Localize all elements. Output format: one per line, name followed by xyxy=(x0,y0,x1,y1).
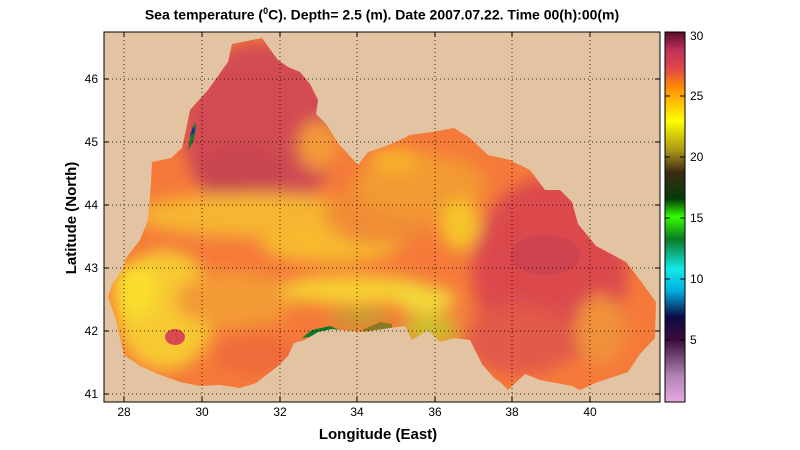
y-tick-label: 44 xyxy=(85,198,99,212)
y-tick-label: 45 xyxy=(85,135,99,149)
colorbar-gradient xyxy=(664,31,686,403)
y-tick-labels: 41 42 43 44 45 46 xyxy=(85,72,99,401)
colorbar-tick-labels: 5 10 15 20 25 30 xyxy=(690,29,704,347)
colorbar-tick-label: 5 xyxy=(690,333,697,347)
colorbar-tick-label: 15 xyxy=(690,211,704,225)
x-axis-label: Longitude (East) xyxy=(319,426,437,443)
colorbar: 5 10 15 20 25 30 xyxy=(664,29,704,403)
y-tick-label: 41 xyxy=(85,387,99,401)
map-gridlines xyxy=(104,32,660,402)
x-tick-label: 36 xyxy=(428,405,442,419)
y-axis-label: Latitude (North) xyxy=(63,162,80,274)
map-title: Sea temperature (0C). Depth= 2.5 (m). Da… xyxy=(144,6,620,23)
map-tick-marks xyxy=(104,32,660,402)
x-tick-label: 34 xyxy=(350,405,364,419)
colorbar-tick-label: 10 xyxy=(690,272,704,286)
x-tick-label: 32 xyxy=(273,405,287,419)
x-tick-label: 40 xyxy=(583,405,597,419)
colorbar-tick-label: 20 xyxy=(690,150,704,164)
x-tick-label: 30 xyxy=(195,405,209,419)
map-plot-area: 28 30 32 34 36 38 40 41 42 43 44 45 46 L… xyxy=(63,31,661,443)
y-tick-label: 42 xyxy=(85,324,99,338)
x-tick-label: 38 xyxy=(505,405,519,419)
y-tick-label: 43 xyxy=(85,261,99,275)
colorbar-tick-label: 30 xyxy=(690,29,704,43)
x-tick-label: 28 xyxy=(117,405,131,419)
y-tick-label: 46 xyxy=(85,72,99,86)
colorbar-tick-label: 25 xyxy=(690,89,704,103)
map-frame xyxy=(103,31,661,403)
x-tick-labels: 28 30 32 34 36 38 40 xyxy=(117,405,597,419)
